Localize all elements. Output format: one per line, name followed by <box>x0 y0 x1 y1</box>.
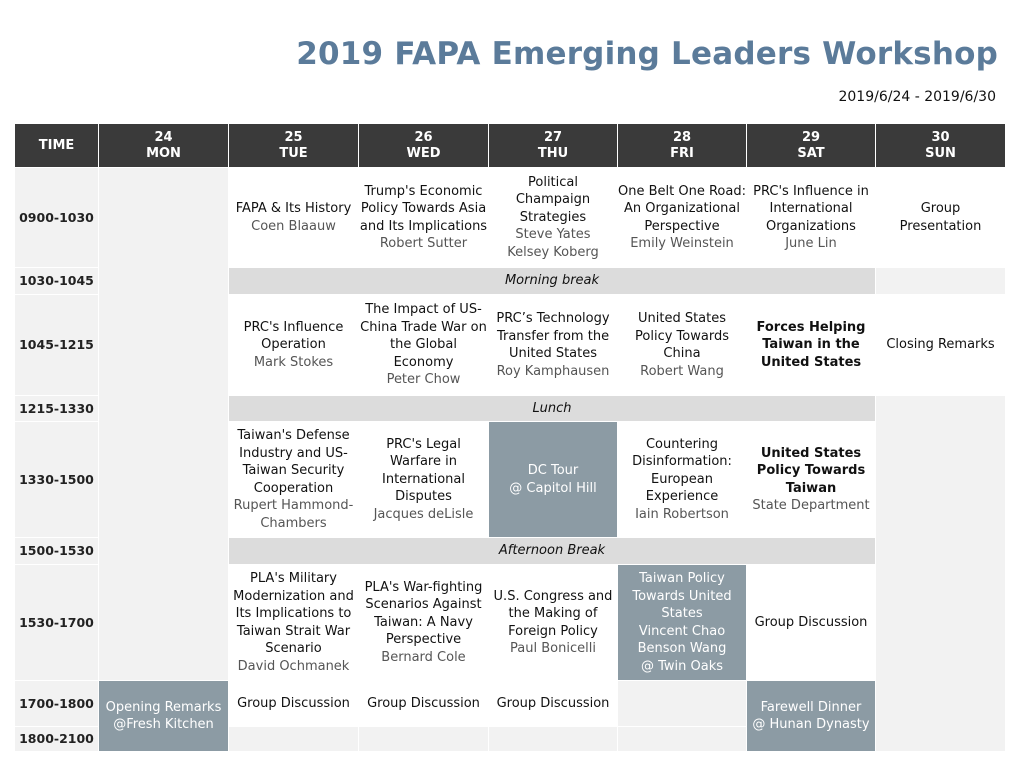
session-cell: PRC’s Technology Transfer from the Unite… <box>489 295 617 395</box>
day-header-mon: 24 MON <box>99 124 228 167</box>
session-cell: The Impact of US-China Trade War on the … <box>359 295 488 395</box>
session-cell: United States Policy Towards Taiwan State… <box>747 422 875 537</box>
time-slot: 0900-1030 <box>15 168 98 267</box>
session-farewell-dinner: Farewell Dinner @ Hunan Dynasty <box>747 681 875 751</box>
date-range: 2019/6/24 - 2019/6/30 <box>838 89 996 105</box>
day-header-wed: 26 WED <box>359 124 488 167</box>
session-cell: Group Discussion <box>489 681 617 726</box>
session-dc-tour: DC Tour @ Capitol Hill <box>489 422 617 537</box>
day-header-thu: 27 THU <box>489 124 617 167</box>
session-cell: Countering Disinformation: European Expe… <box>618 422 746 537</box>
schedule-table: TIME 24 MON 25 TUE 26 WED 27 THU 28 FRI 29 SAT… <box>15 124 1005 751</box>
session-cell: PLA's War-fighting Scenarios Against Tai… <box>359 565 488 680</box>
session-cell: PLA's Military Modernization and Its Imp… <box>229 565 358 680</box>
session-cell: PRC's Influence Operation Mark Stokes <box>229 295 358 395</box>
page-title: 2019 FAPA Emerging Leaders Workshop <box>296 36 998 72</box>
time-slot: 1800-2100 <box>15 727 98 751</box>
time-slot: 1330-1500 <box>15 422 98 537</box>
day-header-sat: 29 SAT <box>747 124 875 167</box>
time-slot: 1530-1700 <box>15 565 98 680</box>
empty-cell <box>618 727 746 751</box>
time-column-header: TIME <box>15 124 98 167</box>
day-header-sun: 30 SUN <box>876 124 1005 167</box>
session-cell: Group Discussion <box>359 681 488 726</box>
session-cell: Taiwan's Defense Industry and US-Taiwan … <box>229 422 358 537</box>
session-cell: Political Champaign Strategies Steve Yate… <box>489 168 617 267</box>
afternoon-break: Afternoon Break <box>229 538 875 564</box>
session-cell: Group Discussion <box>747 565 875 680</box>
day-header-tue: 25 TUE <box>229 124 358 167</box>
empty-cell <box>359 727 488 751</box>
session-cell: FAPA & Its History Coen Blaauw <box>229 168 358 267</box>
lunch-break: Lunch <box>229 396 875 421</box>
empty-cell <box>876 268 1005 294</box>
empty-cell <box>489 727 617 751</box>
empty-cell <box>99 168 228 680</box>
session-cell: Group Presentation <box>876 168 1005 267</box>
day-header-fri: 28 FRI <box>618 124 746 167</box>
empty-cell <box>876 396 1005 751</box>
morning-break: Morning break <box>229 268 875 294</box>
session-cell: United States Policy Towards China Robert… <box>618 295 746 395</box>
time-slot: 1500-1530 <box>15 538 98 564</box>
session-cell: Group Discussion <box>229 681 358 726</box>
session-closing-remarks: Closing Remarks <box>876 295 1005 395</box>
session-cell: PRC's Influence in International Organiz… <box>747 168 875 267</box>
session-cell: Trump's Economic Policy Towards Asia and… <box>359 168 488 267</box>
session-cell: One Belt One Road: An Organizational Per… <box>618 168 746 267</box>
time-slot: 1215-1330 <box>15 396 98 421</box>
time-slot: 1045-1215 <box>15 295 98 395</box>
empty-cell <box>618 681 746 726</box>
session-taiwan-policy: Taiwan Policy Towards United States Vince… <box>618 565 746 680</box>
session-cell: PRC's Legal Warfare in International Dis… <box>359 422 488 537</box>
session-cell: U.S. Congress and the Making of Foreign … <box>489 565 617 680</box>
time-slot: 1030-1045 <box>15 268 98 294</box>
session-opening-remarks: Opening Remarks @Fresh Kitchen <box>99 681 228 751</box>
time-slot: 1700-1800 <box>15 681 98 726</box>
session-cell: Forces Helping Taiwan in the United Stat… <box>747 295 875 395</box>
empty-cell <box>229 727 358 751</box>
